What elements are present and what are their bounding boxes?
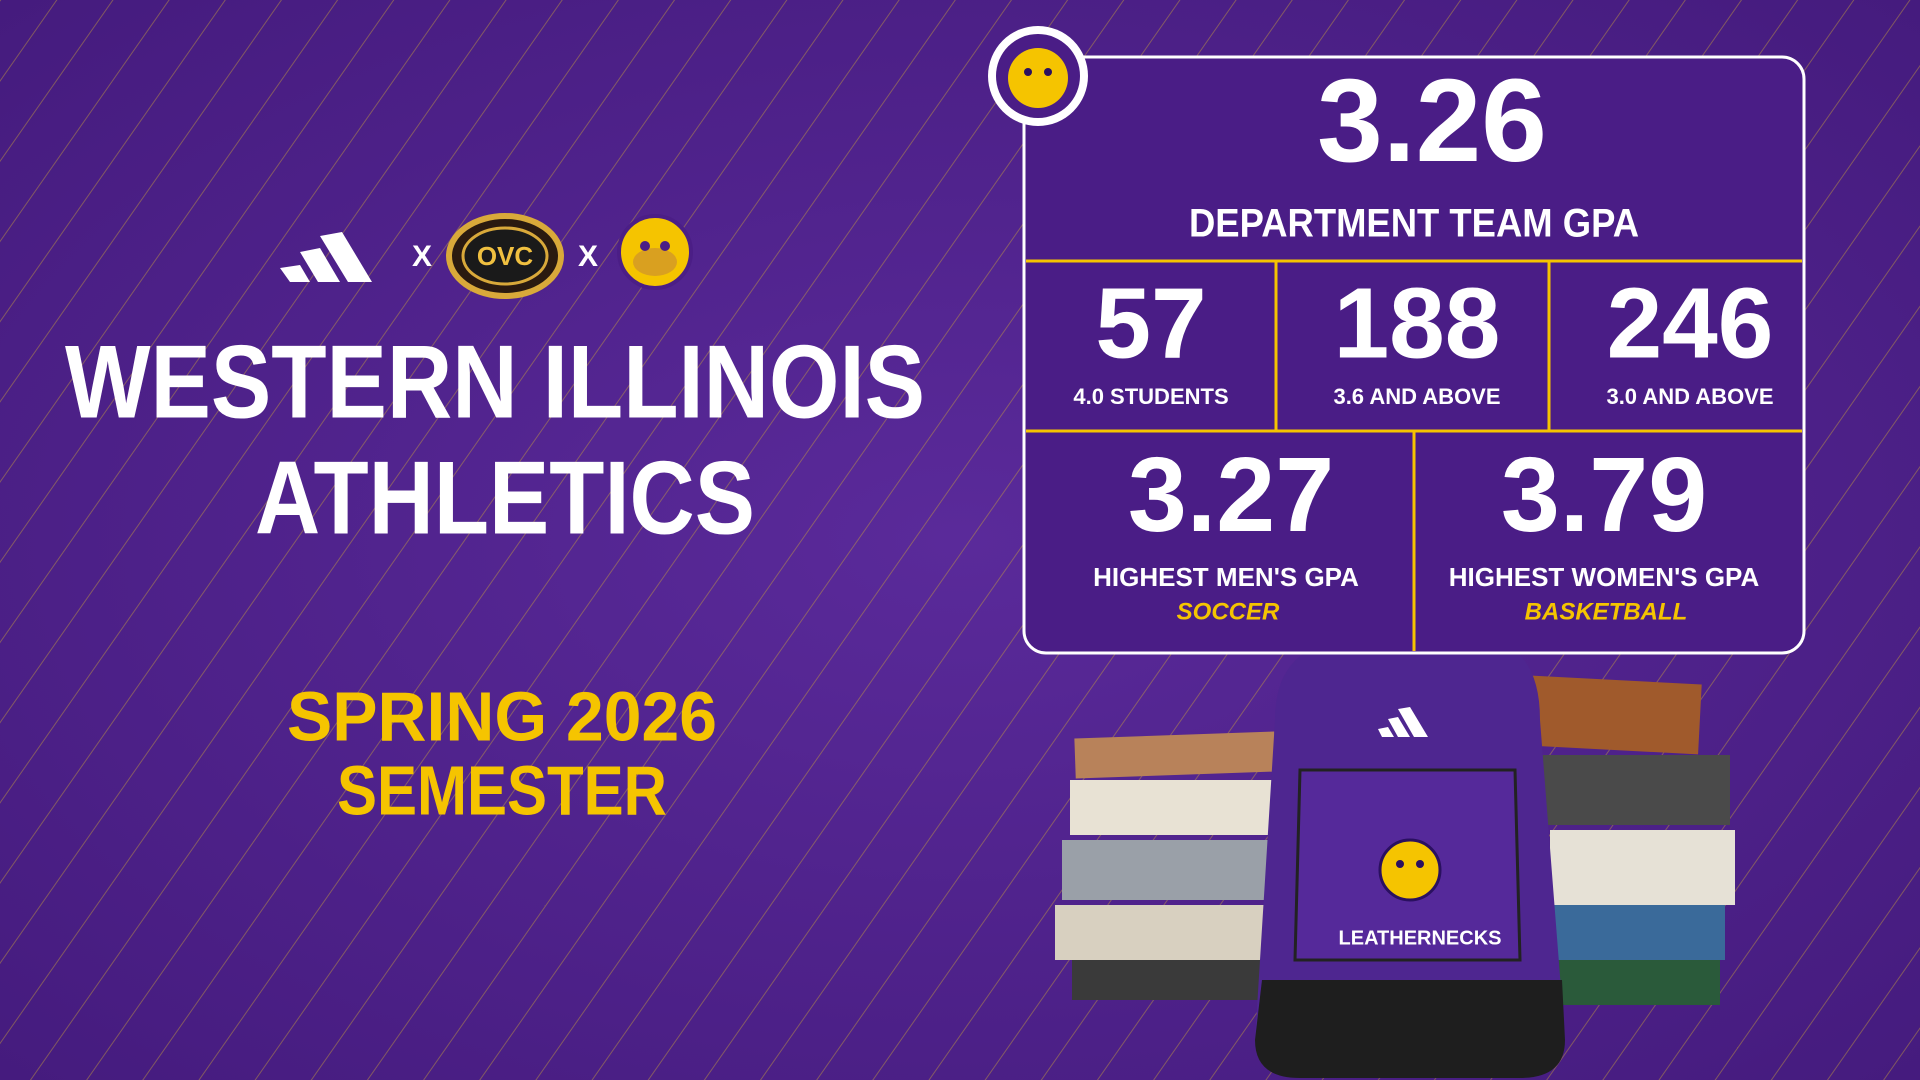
conference-logo-text: OVC <box>477 241 534 271</box>
stat-sport: SOCCER <box>1177 598 1280 625</box>
stat-label: HIGHEST WOMEN'S GPA <box>1449 562 1760 592</box>
stat-label: 4.0 STUDENTS <box>1073 384 1228 409</box>
title: WESTERN ILLINOIS <box>65 324 925 440</box>
adidas-logo <box>280 232 372 282</box>
stats-box: 3.26 DEPARTMENT TEAM GPA 57 4.0 STUDENTS… <box>1022 55 1806 655</box>
separator: X <box>412 240 432 273</box>
backpack-text: LEATHERNECKS <box>1339 927 1502 949</box>
stat-value: 246 <box>1607 267 1774 379</box>
stat-value: 188 <box>1334 267 1501 379</box>
logo-row: X OVC X <box>280 213 693 299</box>
stat-value: 3.26 <box>1317 55 1547 187</box>
semester: SPRING 2026 <box>287 677 717 755</box>
semester: SEMESTER <box>337 751 667 829</box>
title: ATHLETICS <box>255 440 755 556</box>
stat-value: 57 <box>1095 267 1206 379</box>
bulldog-logo <box>617 214 693 290</box>
stat-label: 3.0 AND ABOVE <box>1606 384 1773 409</box>
books-illustration <box>1055 675 1735 1005</box>
separator: X <box>578 240 598 273</box>
stat-value: 3.79 <box>1501 436 1707 554</box>
stat-sport: BASKETBALL <box>1525 598 1688 625</box>
stat-label: DEPARTMENT TEAM GPA <box>1189 202 1639 246</box>
stat-value: 3.27 <box>1128 436 1334 554</box>
ovc-logo: OVC <box>446 213 564 299</box>
stat-label: 3.6 AND ABOVE <box>1333 384 1500 409</box>
stat-label: HIGHEST MEN'S GPA <box>1093 562 1359 592</box>
backpack: LEATHERNECKS <box>1255 587 1565 1078</box>
sticker-logo <box>988 26 1088 126</box>
